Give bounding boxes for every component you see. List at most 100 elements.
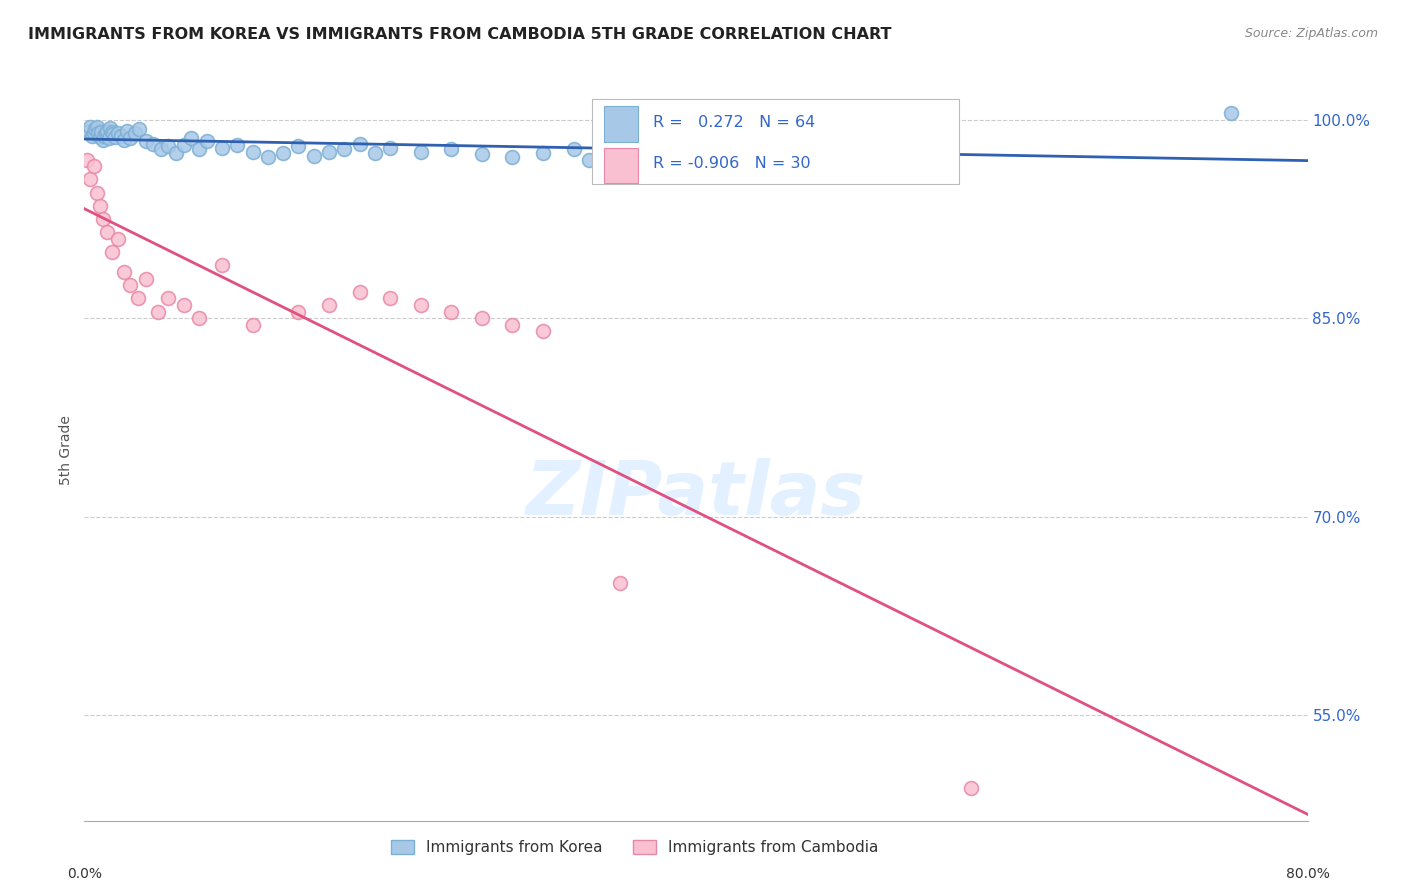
Point xyxy=(91,212,114,227)
Point xyxy=(271,146,294,161)
Point xyxy=(93,128,115,143)
Point xyxy=(180,131,202,145)
Point xyxy=(669,146,692,161)
Point xyxy=(94,126,117,140)
Point xyxy=(110,128,132,143)
Point xyxy=(157,139,180,153)
Point xyxy=(104,130,127,145)
Point xyxy=(287,304,309,318)
Point xyxy=(135,134,157,148)
Point xyxy=(97,131,120,145)
Point xyxy=(638,147,661,161)
Point xyxy=(128,122,150,136)
Point xyxy=(107,232,129,246)
Point xyxy=(318,145,340,159)
Point xyxy=(173,298,195,312)
Text: Source: ZipAtlas.com: Source: ZipAtlas.com xyxy=(1244,27,1378,40)
Legend: Immigrants from Korea, Immigrants from Cambodia: Immigrants from Korea, Immigrants from C… xyxy=(385,834,884,861)
Point xyxy=(471,147,494,161)
Point xyxy=(173,138,195,153)
FancyBboxPatch shape xyxy=(605,106,638,142)
Point xyxy=(380,141,402,155)
Point xyxy=(149,142,172,156)
Point xyxy=(502,318,524,332)
Point xyxy=(96,123,118,137)
Point xyxy=(98,120,121,135)
Point xyxy=(364,146,387,161)
Point xyxy=(578,153,600,167)
Point xyxy=(624,145,647,159)
Point xyxy=(80,128,103,143)
Point xyxy=(157,292,180,306)
Point xyxy=(502,150,524,164)
Point xyxy=(287,139,309,153)
Point xyxy=(84,122,107,136)
Point xyxy=(593,148,616,162)
Point xyxy=(654,142,676,156)
Point xyxy=(960,780,983,795)
Point xyxy=(211,258,233,272)
Text: IMMIGRANTS FROM KOREA VS IMMIGRANTS FROM CAMBODIA 5TH GRADE CORRELATION CHART: IMMIGRANTS FROM KOREA VS IMMIGRANTS FROM… xyxy=(28,27,891,42)
Point xyxy=(609,575,631,590)
Point xyxy=(409,298,432,312)
Point xyxy=(302,148,325,162)
Point xyxy=(101,125,124,139)
Point xyxy=(318,298,340,312)
Point xyxy=(257,150,280,164)
Point xyxy=(135,271,157,285)
Point xyxy=(86,120,108,134)
Point xyxy=(87,126,110,140)
Point xyxy=(349,136,371,151)
FancyBboxPatch shape xyxy=(605,148,638,183)
Point xyxy=(776,142,799,156)
Point xyxy=(471,311,494,326)
Point xyxy=(188,311,211,326)
Point xyxy=(242,145,264,159)
Point xyxy=(685,150,707,164)
Point xyxy=(142,136,165,151)
Point xyxy=(165,146,187,161)
Text: 0.0%: 0.0% xyxy=(67,867,101,881)
Point xyxy=(127,292,149,306)
Point xyxy=(91,133,114,147)
Point xyxy=(409,145,432,159)
Point xyxy=(146,304,169,318)
Point xyxy=(333,142,356,156)
Text: 80.0%: 80.0% xyxy=(1285,867,1330,881)
Point xyxy=(440,142,463,156)
Point xyxy=(86,186,108,200)
Point xyxy=(1220,106,1243,120)
Point xyxy=(747,146,769,161)
Point xyxy=(226,138,249,153)
Point xyxy=(195,134,218,148)
FancyBboxPatch shape xyxy=(592,99,959,184)
Point xyxy=(96,225,118,239)
Point xyxy=(83,159,105,173)
Point xyxy=(101,245,124,260)
Point xyxy=(89,199,111,213)
Point xyxy=(90,125,112,139)
Point xyxy=(349,285,371,299)
Point xyxy=(103,128,125,142)
Point xyxy=(83,126,105,140)
Point xyxy=(531,325,554,339)
Text: R =   0.272   N = 64: R = 0.272 N = 64 xyxy=(654,115,815,129)
Point xyxy=(700,145,723,159)
Point xyxy=(188,142,211,156)
Point xyxy=(716,141,738,155)
Point xyxy=(89,130,111,145)
Point xyxy=(79,172,101,186)
Point xyxy=(112,265,135,279)
Point xyxy=(120,131,142,145)
Point xyxy=(440,304,463,318)
Point xyxy=(562,142,585,156)
Point xyxy=(107,126,129,140)
Point xyxy=(77,123,100,137)
Point xyxy=(380,292,402,306)
Text: ZIPatlas: ZIPatlas xyxy=(526,458,866,532)
Point xyxy=(112,133,135,147)
Point xyxy=(76,153,98,167)
Text: R = -0.906   N = 30: R = -0.906 N = 30 xyxy=(654,156,811,171)
Point xyxy=(211,141,233,155)
Point xyxy=(242,318,264,332)
